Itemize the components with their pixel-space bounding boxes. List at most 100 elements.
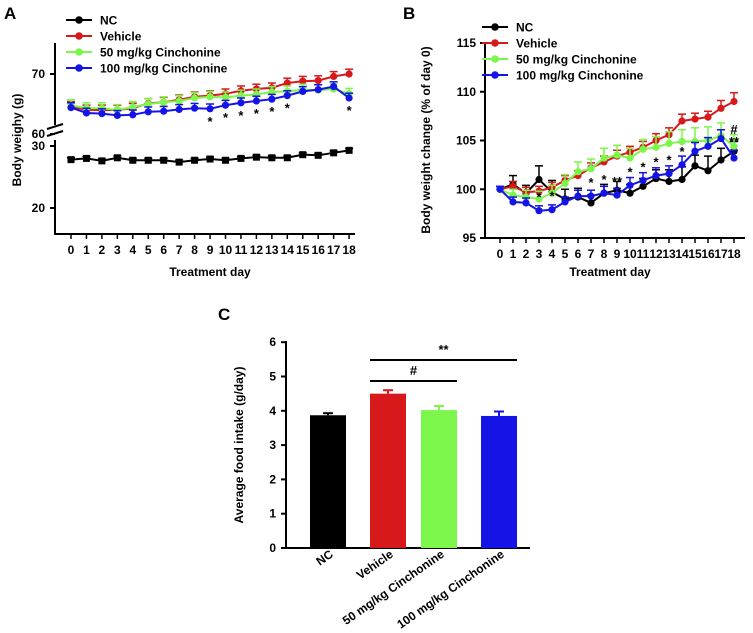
- y-tick-label: 4: [269, 404, 276, 418]
- significance-marker: #: [730, 122, 738, 137]
- data-point: [221, 101, 230, 109]
- data-point: [704, 142, 712, 150]
- data-point: [283, 92, 291, 100]
- y-tick-label: 100: [456, 182, 476, 196]
- x-tick-label: 10: [623, 247, 637, 261]
- data-point: [345, 94, 353, 102]
- y-tick-label: 110: [457, 85, 477, 99]
- legend-label: NC: [516, 21, 534, 35]
- data-point: [561, 179, 569, 187]
- data-point: [345, 70, 353, 78]
- significance-marker: *: [269, 104, 275, 119]
- x-tick-label: 13: [662, 247, 676, 261]
- bar-50-mg-kg-cinchonine: [421, 404, 457, 548]
- data-point: [652, 143, 660, 151]
- data-point: [160, 156, 168, 164]
- data-point: [283, 154, 291, 162]
- significance-marker: *: [679, 144, 685, 159]
- data-point: [160, 107, 168, 115]
- x-tick-label: 1: [83, 243, 90, 257]
- data-point: [222, 156, 229, 164]
- data-point: [283, 79, 291, 87]
- x-tick-label: 9: [207, 243, 214, 257]
- y-tick-label: 5: [269, 370, 276, 384]
- x-tick-label: 8: [601, 247, 608, 261]
- x-tick-label: 13: [265, 243, 279, 257]
- data-point: [237, 99, 245, 107]
- data-point: [268, 154, 276, 162]
- x-tick-label: 15: [688, 247, 702, 261]
- y-tick-label: 6: [269, 335, 276, 349]
- data-point: [160, 98, 168, 106]
- significance-marker: *: [223, 110, 229, 125]
- data-point: [314, 151, 322, 159]
- data-point: [704, 113, 712, 121]
- series-100-mg-kg-cinchonine: [67, 81, 354, 119]
- data-point: [548, 206, 556, 214]
- legend-label: 100 mg/kg Cinchonine: [516, 69, 644, 83]
- chart-a-ytick: 70: [32, 67, 46, 81]
- x-tick-label: 7: [176, 243, 183, 257]
- data-point: [691, 115, 699, 123]
- data-point: [67, 156, 75, 164]
- legend-item-nc: NC: [66, 14, 118, 28]
- data-point: [509, 198, 517, 206]
- x-tick-label: 3: [536, 247, 543, 261]
- data-point: [730, 154, 738, 162]
- x-tick-label: 18: [727, 247, 741, 261]
- data-point: [129, 156, 137, 164]
- data-point: [717, 156, 725, 164]
- x-tick-label: 5: [562, 247, 569, 261]
- data-point: [730, 142, 738, 150]
- x-tick-label: NC: [313, 547, 336, 569]
- x-tick-label: 2: [99, 243, 106, 257]
- x-tick-label: 12: [250, 243, 264, 257]
- data-point: [600, 189, 608, 197]
- chart-a-axes-lower: [54, 140, 355, 235]
- data-point: [206, 155, 214, 163]
- data-point: [665, 170, 673, 178]
- data-point: [522, 193, 530, 201]
- data-point: [191, 156, 199, 164]
- bar: [481, 415, 517, 548]
- legend-label: Vehicle: [100, 30, 142, 44]
- series-100-mg-kg-cinchonine: [496, 129, 738, 215]
- legend-label: 50 mg/kg Cinchonine: [516, 53, 637, 67]
- data-point: [299, 151, 307, 159]
- bar: [421, 410, 457, 548]
- chart-a-ytick: 30: [32, 139, 46, 153]
- data-point: [587, 199, 595, 207]
- data-point: [509, 182, 517, 190]
- significance-marker: *: [549, 189, 555, 204]
- x-tick-label: 17: [327, 243, 341, 257]
- data-point: [330, 149, 338, 157]
- x-tick-label: 14: [675, 247, 689, 261]
- data-point: [730, 97, 738, 106]
- data-point: [691, 137, 699, 146]
- significance-marker: *: [588, 175, 594, 190]
- legend-item-nc: NC: [482, 21, 534, 35]
- data-point: [237, 154, 245, 162]
- data-point: [717, 134, 725, 143]
- data-point: [191, 94, 199, 102]
- data-point: [678, 137, 686, 146]
- x-tick-label: 18: [342, 243, 356, 257]
- data-point: [587, 165, 595, 173]
- data-point: [175, 97, 183, 105]
- series-50-mg-kg-cinchonine: [496, 122, 738, 203]
- data-point: [626, 189, 634, 197]
- series-nc: [67, 146, 354, 166]
- x-tick-label: 6: [575, 247, 582, 261]
- data-point: [252, 97, 260, 105]
- panel-label-b: B: [403, 4, 415, 23]
- chart-b-ylabel: Body weight change (% of day 0): [419, 46, 433, 233]
- data-point: [522, 199, 530, 207]
- significance-marker: *: [208, 114, 214, 129]
- x-tick-label: 100 mg/kg Cinchonine: [394, 547, 507, 632]
- data-point: [221, 93, 230, 101]
- bar-vehicle: [370, 389, 406, 548]
- data-point: [704, 167, 712, 175]
